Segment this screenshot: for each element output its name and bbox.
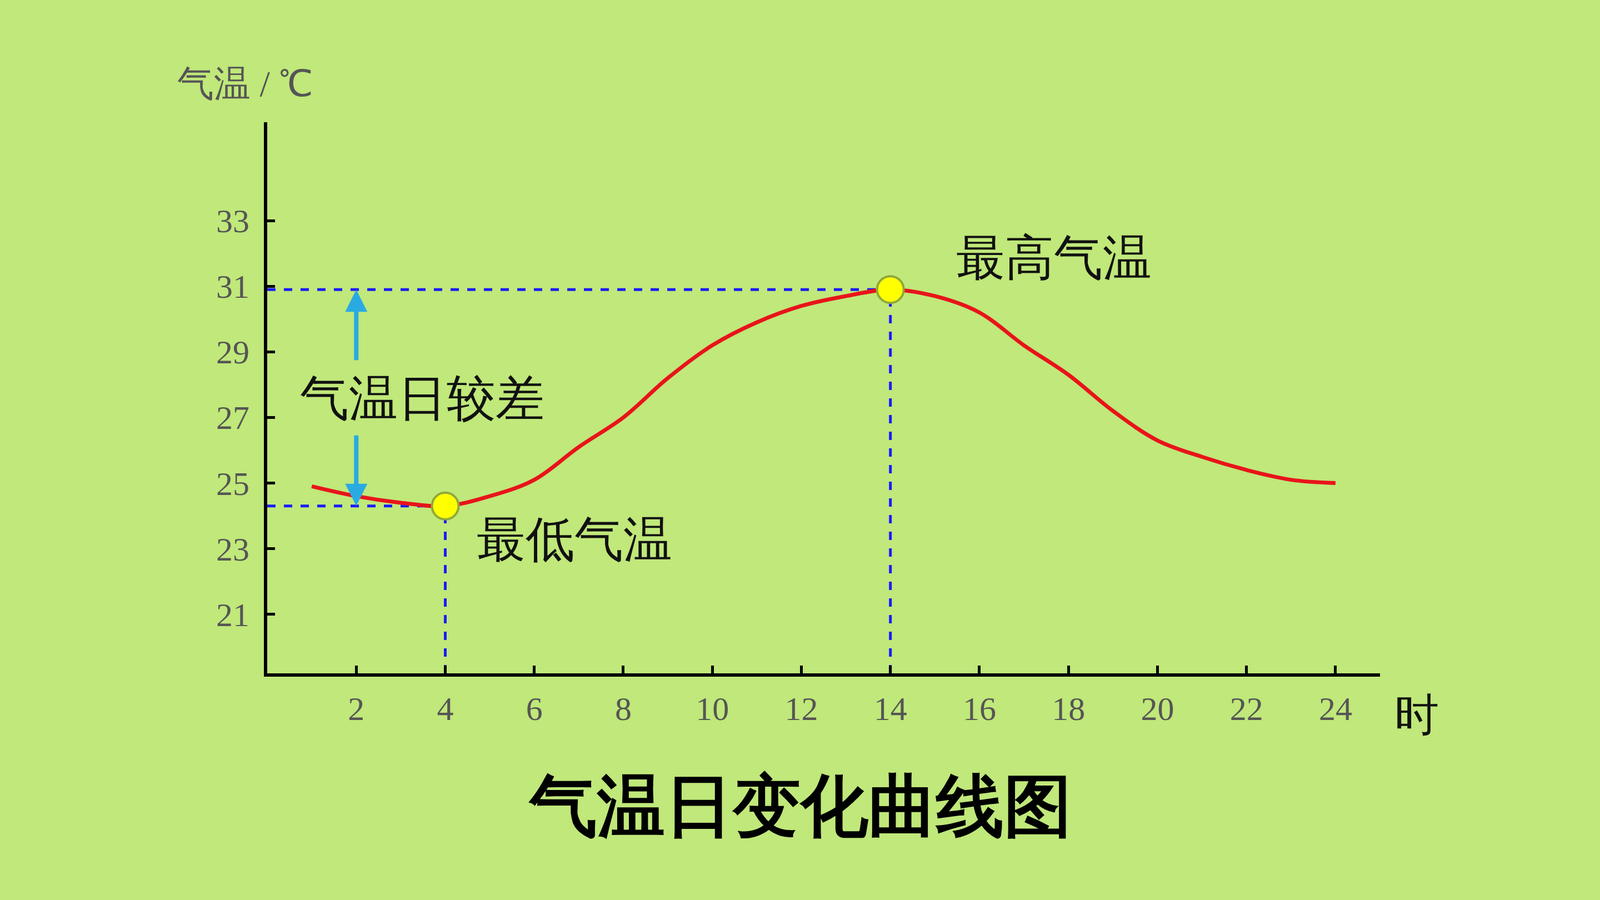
svg-text:气温日变化曲线图: 气温日变化曲线图 — [528, 766, 1072, 846]
svg-text:6: 6 — [526, 690, 543, 728]
svg-text:23: 23 — [216, 531, 250, 568]
svg-text:31: 31 — [216, 268, 250, 305]
svg-text:最低气温: 最低气温 — [476, 510, 673, 568]
svg-text:29: 29 — [216, 333, 250, 371]
svg-text:时: 时 — [1394, 688, 1439, 741]
svg-text:20: 20 — [1140, 690, 1174, 728]
svg-text:27: 27 — [216, 399, 250, 437]
svg-text:气温 / ℃: 气温 / ℃ — [177, 63, 313, 104]
svg-text:18: 18 — [1051, 690, 1085, 728]
svg-text:2: 2 — [347, 690, 365, 728]
svg-text:8: 8 — [615, 690, 632, 728]
svg-text:21: 21 — [216, 596, 250, 634]
svg-text:14: 14 — [873, 690, 908, 728]
svg-text:25: 25 — [216, 465, 250, 503]
svg-text:最高气温: 最高气温 — [956, 228, 1152, 287]
svg-text:33: 33 — [216, 202, 250, 240]
svg-text:气温日较差: 气温日较差 — [300, 369, 545, 427]
svg-text:12: 12 — [784, 690, 818, 728]
svg-text:22: 22 — [1230, 690, 1264, 728]
svg-text:4: 4 — [436, 690, 454, 728]
svg-text:10: 10 — [695, 690, 729, 728]
svg-text:16: 16 — [962, 690, 997, 728]
svg-text:24: 24 — [1318, 690, 1353, 728]
